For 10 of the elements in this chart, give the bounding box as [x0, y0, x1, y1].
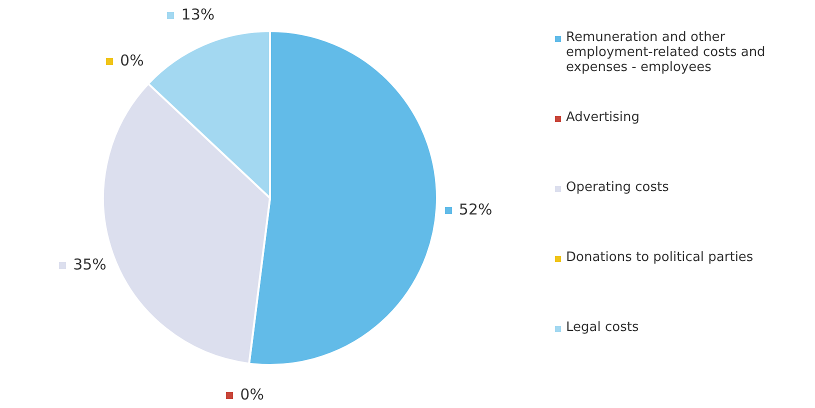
legend-label: Remuneration and other employment-related costs and expenses - employees: [566, 30, 766, 75]
text: 0%: [240, 385, 264, 404]
legend-label: Donations to political parties: [566, 250, 754, 265]
legend-label: Operating costs: [566, 180, 669, 195]
data-label: 13%: [181, 5, 215, 24]
data-label: 52%: [458, 200, 492, 218]
text: 0%: [120, 52, 144, 70]
legend-label: Advertising: [566, 110, 640, 125]
legend-label: Legal costs: [566, 320, 639, 335]
data-label: 35%: [73, 255, 106, 274]
